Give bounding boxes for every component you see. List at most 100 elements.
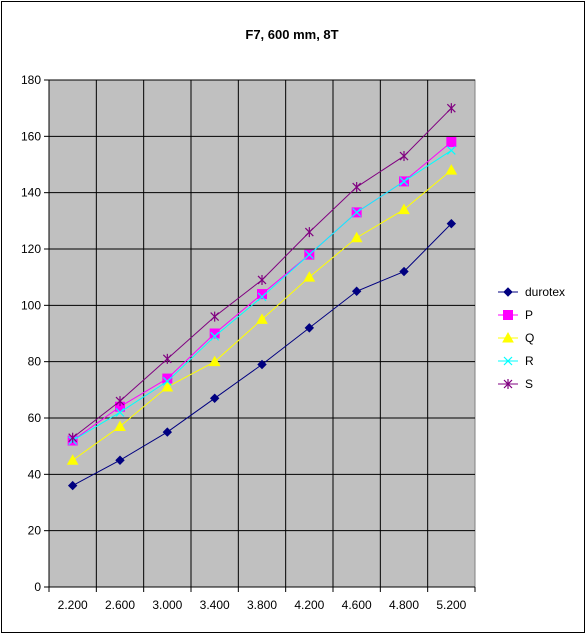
data-point-r (162, 376, 172, 386)
data-point-q-shape (114, 420, 126, 431)
legend-label: S (525, 377, 533, 391)
data-point-durotex (162, 427, 173, 437)
legend-item-q: Q (498, 331, 534, 345)
data-point-durotex (257, 359, 267, 370)
y-tick-label: 80 (28, 355, 42, 369)
data-point-p-shape (209, 328, 220, 339)
data-point-s (210, 311, 220, 322)
legend-label: R (525, 354, 534, 368)
data-point-s (68, 432, 78, 443)
legend-marker-q-shape (502, 331, 514, 343)
data-point-q-shape (350, 231, 363, 243)
data-point-q-shape (256, 313, 268, 324)
data-point-s (304, 227, 314, 238)
x-tick-label: 4.800 (389, 598, 419, 612)
y-tick-label: 140 (21, 186, 41, 200)
data-point-s (162, 353, 172, 364)
data-point-durotex (209, 393, 220, 403)
y-tick-label: 20 (28, 524, 42, 538)
y-tick-label: 100 (21, 298, 41, 312)
data-point-p-shape (257, 289, 267, 300)
y-tick-label: 0 (34, 580, 41, 594)
data-point-r-stroke (446, 145, 456, 155)
data-point-q-shape (445, 164, 458, 175)
x-tick-label: 4.200 (294, 598, 324, 612)
data-point-r-stroke (352, 207, 362, 217)
data-point-r-stroke (210, 331, 220, 341)
legend-item-durotex: durotex (498, 285, 565, 299)
data-point-q-shape (303, 271, 316, 282)
legend-marker-s (503, 379, 513, 389)
data-point-r (257, 292, 267, 302)
data-point-durotex-shape (351, 286, 362, 296)
data-point-durotex-shape (115, 455, 125, 465)
plot-background (48, 79, 476, 588)
data-point-r-stroke (304, 250, 314, 260)
data-point-s (257, 274, 267, 285)
data-point-r (399, 176, 409, 186)
legend-item-p: P (498, 308, 533, 322)
legend-marker-p-shape (503, 310, 513, 320)
data-point-q (161, 380, 174, 392)
data-point-q-shape (66, 454, 79, 465)
x-tick-label: 4.600 (342, 598, 372, 612)
legend-label: P (525, 308, 533, 322)
data-point-durotex (304, 323, 315, 333)
data-point-q (303, 271, 316, 282)
x-tick-label: 3.800 (247, 598, 277, 612)
data-point-p (257, 289, 267, 300)
legend-marker-r (503, 356, 513, 366)
data-point-durotex (67, 480, 78, 491)
data-point-s (115, 396, 125, 407)
data-point-durotex (115, 455, 125, 465)
data-point-r-stroke (257, 292, 267, 302)
x-tick-label: 5.200 (436, 598, 466, 612)
y-tick-label: 160 (21, 129, 41, 143)
x-tick-label: 3.000 (152, 598, 182, 612)
data-point-q (208, 355, 221, 367)
data-point-p (209, 328, 220, 339)
data-point-r-stroke (115, 407, 125, 417)
x-tick-label: 3.400 (200, 598, 230, 612)
data-point-q-shape (161, 380, 174, 392)
plot-area: 0 20 40 60 80 100 120 140 160 180 2.200 2.600 3.000 3… (21, 73, 476, 612)
y-tick-label: 180 (21, 73, 41, 87)
legend-label: Q (525, 331, 534, 345)
y-tick-label: 120 (21, 242, 41, 256)
legend-marker-durotex (503, 287, 513, 297)
y-tick-label: 40 (28, 467, 42, 481)
data-point-q (256, 313, 268, 324)
legend-marker-q (502, 331, 514, 343)
data-point-durotex (399, 266, 409, 277)
data-point-p-shape (446, 136, 457, 147)
data-point-s (446, 103, 456, 114)
legend-marker-p (503, 310, 513, 320)
x-tick-label: 2.200 (58, 598, 88, 612)
legend-item-r: R (498, 354, 534, 368)
data-point-durotex (446, 218, 457, 229)
data-point-q (398, 203, 410, 215)
data-point-q (445, 164, 458, 175)
data-point-durotex-shape (257, 359, 267, 370)
data-point-durotex-shape (67, 480, 78, 491)
data-point-q (350, 231, 363, 243)
data-point-durotex-shape (209, 393, 220, 403)
data-point-durotex-shape (162, 427, 173, 437)
y-tick-label: 60 (28, 411, 42, 425)
data-point-r (210, 331, 220, 341)
data-point-r (115, 407, 125, 417)
legend-item-s: S (498, 377, 533, 391)
data-point-q (66, 454, 79, 465)
data-point-q (114, 420, 126, 431)
legend-marker-r-stroke (503, 356, 513, 366)
data-point-r (446, 145, 456, 155)
legend-label: durotex (525, 285, 565, 299)
data-point-r (304, 250, 314, 260)
chart-title: F7, 600 mm, 8T (245, 27, 338, 42)
data-point-durotex (351, 286, 362, 296)
data-point-r-stroke (162, 376, 172, 386)
data-point-durotex-shape (304, 323, 315, 333)
